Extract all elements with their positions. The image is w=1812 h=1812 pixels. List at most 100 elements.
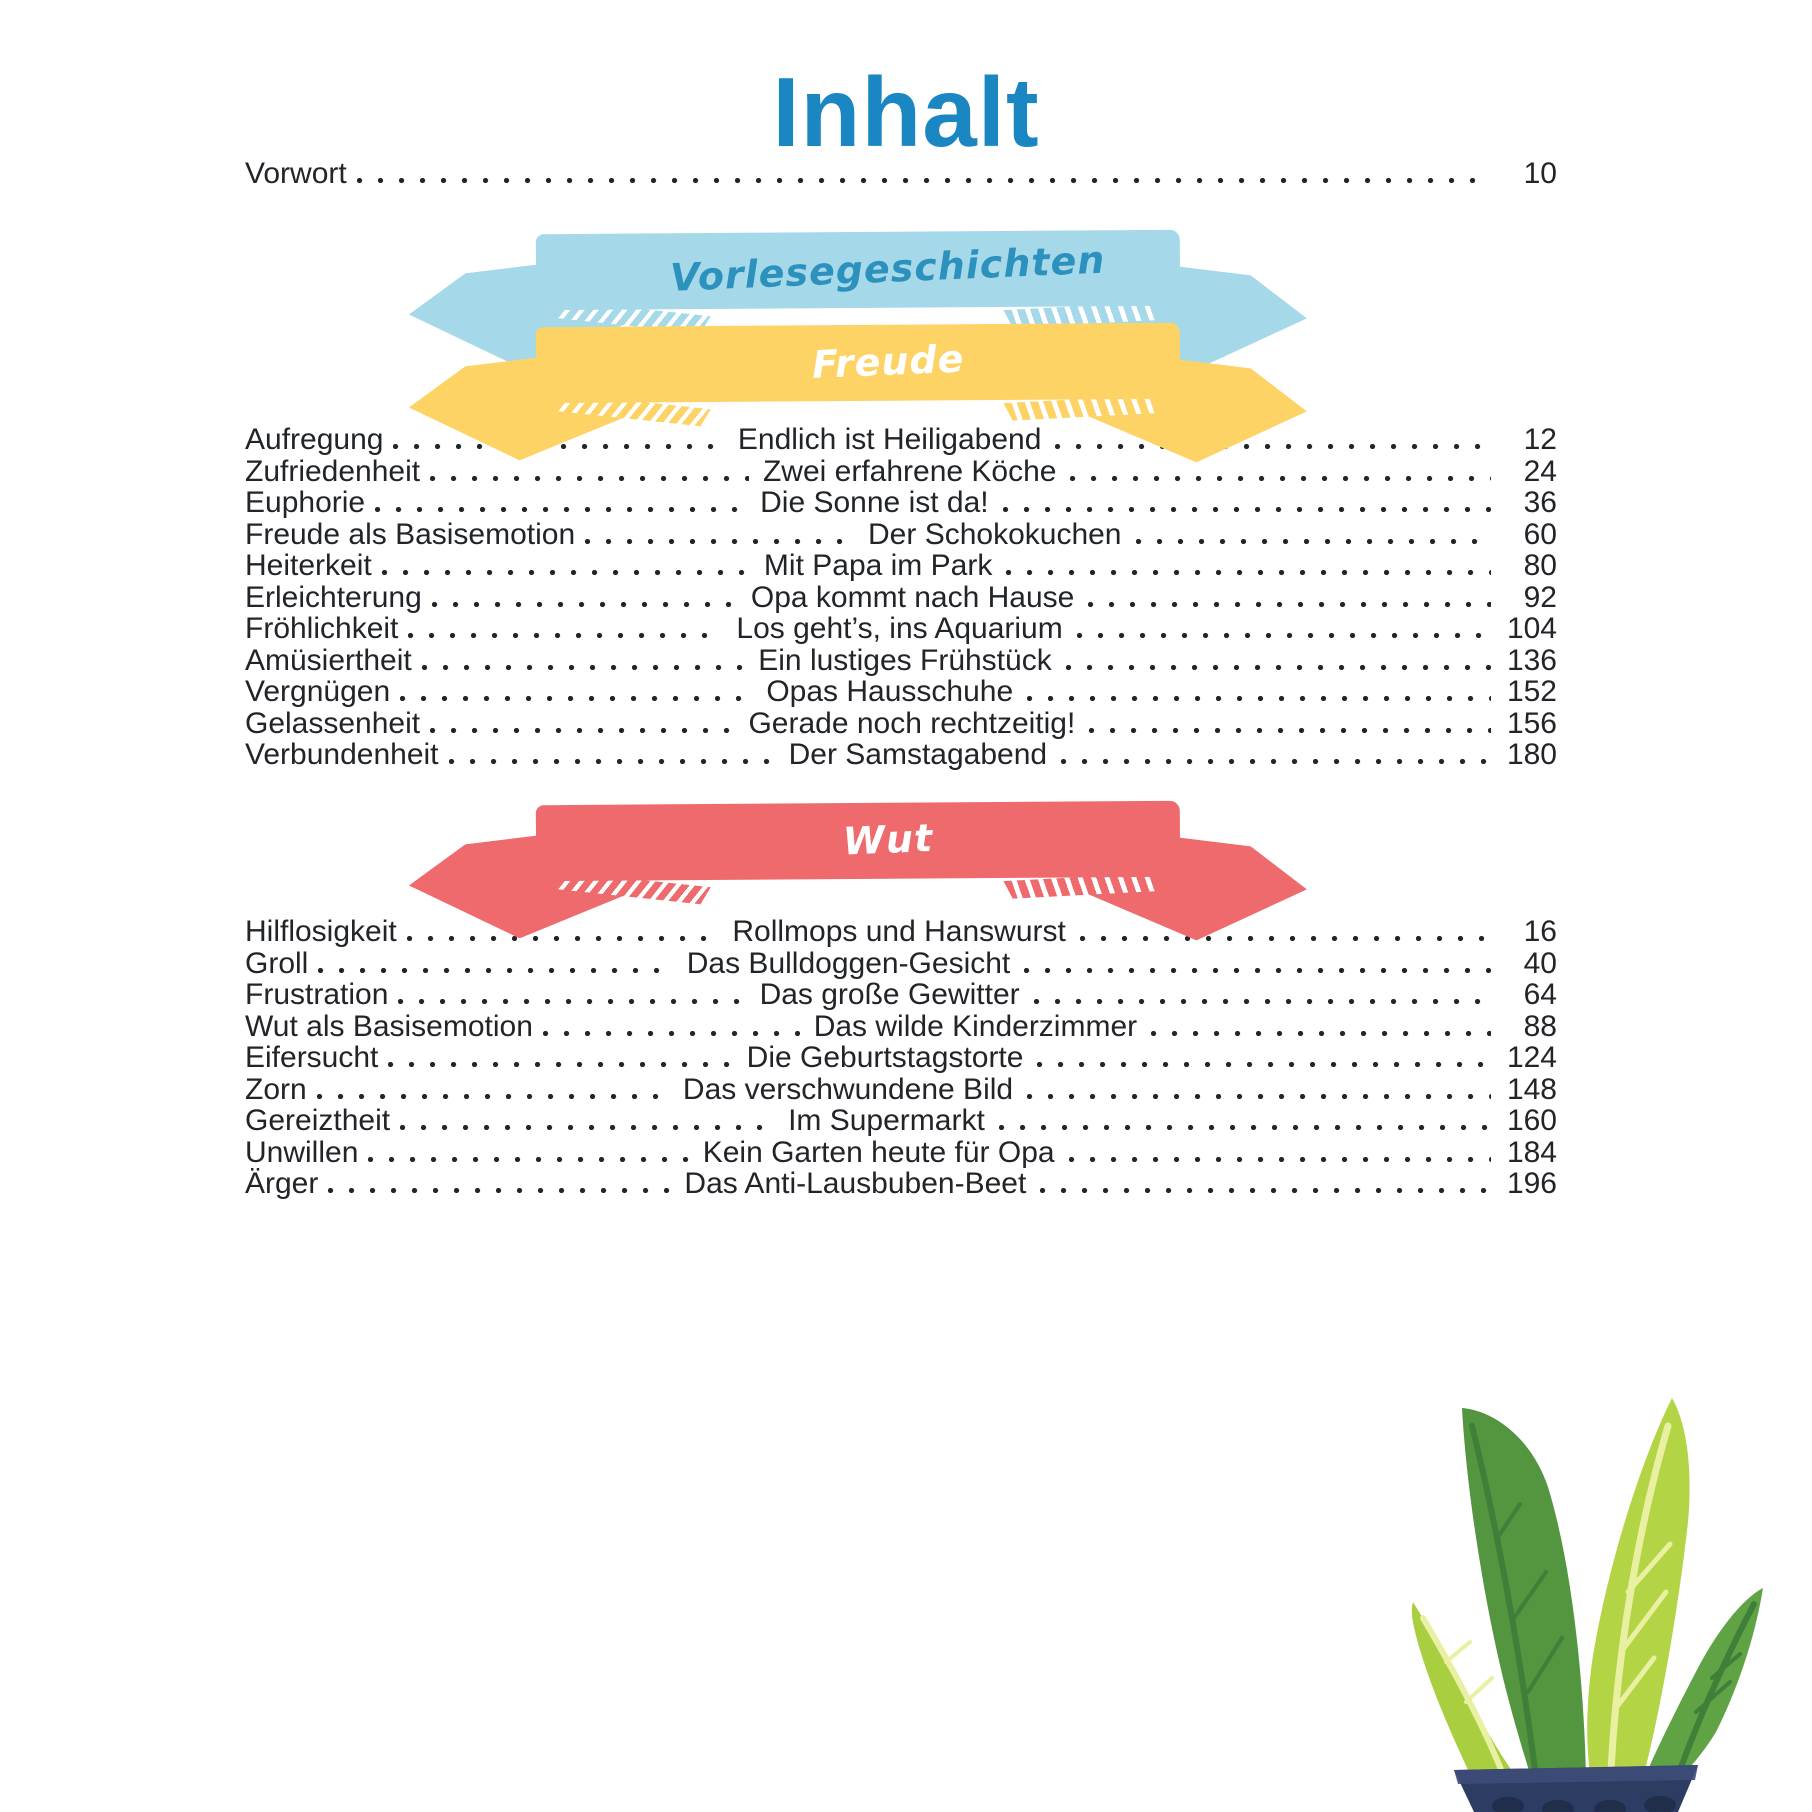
toc-story-title: Die Geburtstagstorte bbox=[746, 1041, 1024, 1074]
dot-leader bbox=[1065, 664, 1491, 670]
banner-label: Freude bbox=[810, 336, 965, 387]
dot-leader bbox=[430, 475, 749, 481]
toc-page-number: 104 bbox=[1506, 612, 1557, 645]
ribbon-band: Freude bbox=[535, 322, 1181, 404]
toc-entry-row: Fröhlichkeit Los geht’s, ins Aquarium 10… bbox=[245, 613, 1557, 645]
dot-leader bbox=[400, 696, 753, 701]
toc-story-title: Endlich ist Heiligabend bbox=[737, 423, 1042, 456]
toc-emotion-label: Euphorie bbox=[245, 486, 366, 519]
dot-leader bbox=[1079, 936, 1491, 941]
toc-entry-row: Ärger Das Anti-Lausbuben-Beet 196 bbox=[245, 1168, 1557, 1200]
toc-emotion-label: Gelassenheit bbox=[245, 706, 421, 740]
plant-pot bbox=[1454, 1765, 1698, 1812]
dot-leader bbox=[1089, 727, 1491, 733]
dot-leader bbox=[408, 633, 723, 638]
toc-story-title: Das wilde Kinderzimmer bbox=[813, 1009, 1138, 1043]
dot-leader bbox=[585, 538, 855, 544]
toc-page-number: 12 bbox=[1523, 423, 1557, 456]
toc-emotion-label: Wut als Basisemotion bbox=[245, 1009, 533, 1043]
toc-story-title: Das Anti-Lausbuben-Beet bbox=[684, 1167, 1027, 1200]
dot-leader bbox=[375, 507, 747, 512]
toc-story-title: Die Sonne ist da! bbox=[760, 486, 989, 519]
ribbon-band: Vorlesegeschichten bbox=[535, 229, 1181, 311]
toc-emotion-label: Amüsiertheit bbox=[245, 643, 412, 677]
dot-leader bbox=[431, 601, 737, 607]
toc-page-number: 36 bbox=[1523, 486, 1557, 519]
preface-row-container: Vorwort 10 bbox=[245, 158, 1557, 190]
toc-page-number: 180 bbox=[1506, 738, 1557, 771]
dot-leader bbox=[1070, 475, 1491, 481]
toc-story-title: Der Schokokuchen bbox=[868, 517, 1122, 551]
dot-leader bbox=[1088, 601, 1491, 607]
dot-leader bbox=[1033, 999, 1491, 1004]
toc-entry-row: Groll Das Bulldoggen-Gesicht 40 bbox=[245, 946, 1557, 980]
toc-page-number: 16 bbox=[1523, 915, 1557, 948]
page-title: Inhalt bbox=[772, 57, 1040, 167]
toc-story-title: Rollmops und Hanswurst bbox=[732, 915, 1066, 948]
dot-leader bbox=[1027, 696, 1491, 701]
toc-page-number: 60 bbox=[1523, 517, 1557, 551]
toc-entry-row: Zufriedenheit Zwei erfahrene Köche 24 bbox=[245, 454, 1557, 488]
toc-page-number: 152 bbox=[1506, 675, 1557, 708]
dot-leader bbox=[400, 1125, 775, 1130]
toc-story-title: Das Bulldoggen-Gesicht bbox=[686, 946, 1011, 980]
toc-page-number: 88 bbox=[1523, 1009, 1557, 1043]
toc-page-number: 196 bbox=[1506, 1167, 1557, 1200]
dot-leader bbox=[1061, 759, 1491, 764]
dot-leader bbox=[398, 999, 746, 1004]
plant-leaf-tall-dark bbox=[1462, 1408, 1586, 1774]
dot-leader bbox=[421, 664, 745, 670]
toc-entry-row: Frustration Das große Gewitter 64 bbox=[245, 979, 1557, 1011]
dot-leader bbox=[448, 759, 775, 764]
dot-leader bbox=[1024, 967, 1491, 973]
dot-leader bbox=[1027, 1093, 1491, 1099]
toc-entry-row: Vergnügen Opas Hausschuhe 152 bbox=[245, 676, 1557, 708]
toc-page-number: 64 bbox=[1523, 978, 1557, 1011]
toc-story-title: Opa kommt nach Hause bbox=[750, 580, 1075, 614]
toc-emotion-label: Ärger bbox=[245, 1167, 319, 1200]
preface-row: Vorwort 10 bbox=[245, 158, 1557, 190]
dot-leader bbox=[356, 178, 1491, 183]
toc-entry-row: Erleichterung Opa kommt nach Hause 92 bbox=[245, 580, 1557, 614]
toc-emotion-label: Freude als Basisemotion bbox=[245, 517, 576, 551]
toc-emotion-label: Zorn bbox=[245, 1072, 307, 1106]
dot-leader bbox=[1040, 1188, 1491, 1193]
toc-emotion-label: Hilflosigkeit bbox=[245, 915, 397, 948]
toc-page-number: 136 bbox=[1506, 643, 1557, 677]
toc-emotion-label: Heiterkeit bbox=[245, 549, 372, 582]
dot-leader bbox=[1002, 507, 1491, 512]
plant-leaf-tall-light bbox=[1587, 1398, 1690, 1774]
toc-entry-row: Gelassenheit Gerade noch rechtzeitig! 15… bbox=[245, 706, 1557, 740]
toc-page-number: 184 bbox=[1506, 1135, 1557, 1169]
toc-page-number: 124 bbox=[1506, 1041, 1557, 1074]
preface-label: Vorwort bbox=[245, 157, 347, 190]
dot-leader bbox=[1076, 633, 1491, 638]
toc-emotion-label: Verbundenheit bbox=[245, 738, 439, 771]
toc-entry-row: Euphorie Die Sonne ist da! 36 bbox=[245, 487, 1557, 519]
plant-leaf-left bbox=[1411, 1602, 1514, 1775]
toc-entry-row: Freude als Basisemotion Der Schokokuchen… bbox=[245, 517, 1557, 551]
dot-leader bbox=[430, 727, 735, 733]
toc-emotion-label: Aufregung bbox=[245, 423, 384, 456]
toc-entry-row: Eifersucht Die Geburtstagstorte 124 bbox=[245, 1042, 1557, 1074]
toc-page-number: 92 bbox=[1523, 580, 1557, 614]
dot-leader bbox=[318, 967, 673, 973]
toc-page-number: 148 bbox=[1506, 1072, 1557, 1106]
toc-story-title: Mit Papa im Park bbox=[763, 549, 993, 582]
toc-story-title: Opas Hausschuhe bbox=[766, 675, 1014, 708]
dot-leader bbox=[1151, 1030, 1491, 1036]
toc-entry-row: Aufregung Endlich ist Heiligabend 12 bbox=[245, 424, 1557, 456]
dot-leader bbox=[1068, 1156, 1491, 1162]
toc-emotion-label: Zufriedenheit bbox=[245, 454, 421, 488]
toc-section-wut-list: Hilflosigkeit Rollmops und Hanswurst 16 … bbox=[245, 916, 1557, 1200]
toc-entry-row: Unwillen Kein Garten heute für Opa 184 bbox=[245, 1135, 1557, 1169]
toc-emotion-label: Erleichterung bbox=[245, 580, 422, 614]
dot-leader bbox=[393, 444, 724, 449]
dot-leader bbox=[328, 1188, 671, 1193]
toc-entry-row: Zorn Das verschwundene Bild 148 bbox=[245, 1072, 1557, 1106]
dot-leader bbox=[542, 1030, 800, 1036]
toc-page-number: 80 bbox=[1523, 549, 1557, 582]
dot-leader bbox=[381, 570, 750, 575]
toc-entry-row: Heiterkeit Mit Papa im Park 80 bbox=[245, 550, 1557, 582]
toc-story-title: Das große Gewitter bbox=[759, 978, 1020, 1011]
